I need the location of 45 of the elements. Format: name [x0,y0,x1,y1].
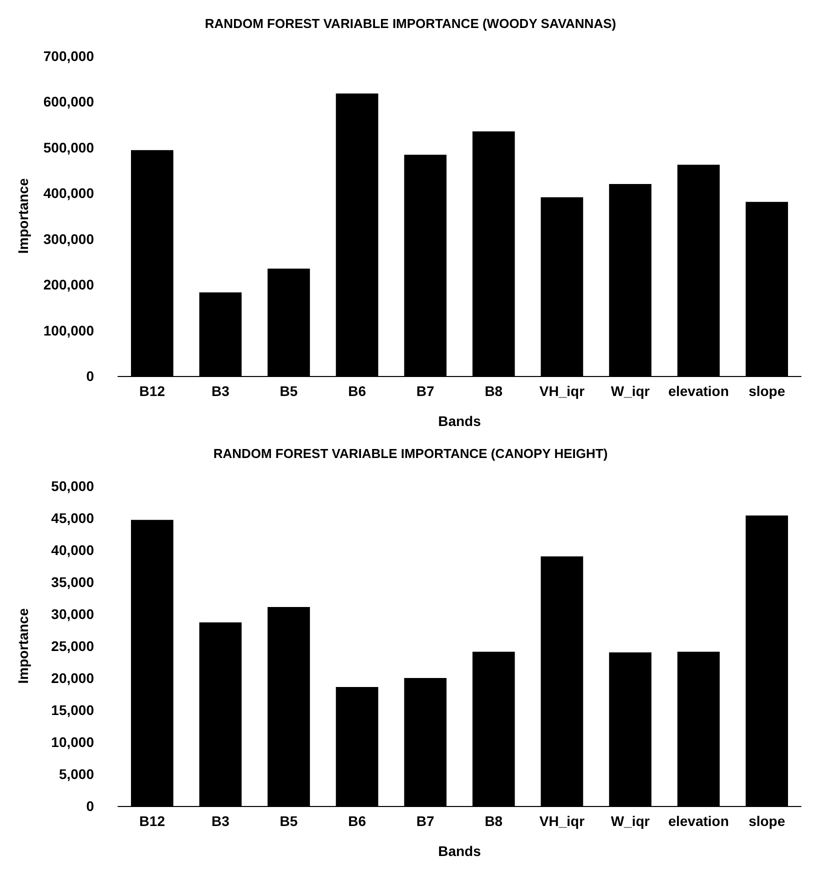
y-tick-label: 300,000 [43,230,94,247]
y-tick-label: 30,000 [51,606,94,622]
x-tick-label: B3 [211,383,230,399]
x-tick-label: B12 [139,383,166,399]
y-tick-label: 500,000 [43,139,94,156]
x-tick-label: slope [748,383,786,399]
x-tick-label: W_iqr [610,383,650,399]
x-tick-label: B12 [139,813,166,829]
y-tick-label: 50,000 [51,478,94,494]
y-tick-label: 5,000 [58,766,94,782]
y-tick-label: 10,000 [51,734,94,750]
x-tick-label: B7 [416,383,435,399]
x-tick-label: B7 [416,813,435,829]
chart-title: RANDOM FOREST VARIABLE IMPORTANCE (WOODY SAVANNAS) [204,16,616,31]
y-axis-title: Importance [15,178,31,254]
y-tick-label: 25,000 [51,638,94,654]
y-axis-title: Importance [15,608,31,684]
y-tick-label: 600,000 [43,94,94,110]
x-tick-label: B8 [484,383,503,399]
y-tick-label: 15,000 [51,702,94,718]
x-axis-title: Bands [438,413,482,429]
y-tick-label: 100,000 [43,322,94,338]
y-tick-label: 200,000 [43,276,94,293]
x-tick-label: B8 [484,813,503,829]
x-tick-label: W_iqr [610,813,650,829]
y-tick-label: 40,000 [51,542,94,558]
y-tick-label: 0 [86,368,94,384]
x-tick-label: elevation [668,383,729,399]
x-tick-label: VH_iqr [539,813,586,829]
y-tick-label: 0 [86,798,94,814]
x-tick-label: B3 [211,813,230,829]
x-tick-label: B5 [280,383,298,399]
x-tick-label: VH_iqr [539,383,586,399]
x-tick-label: B6 [348,383,366,399]
y-tick-label: 400,000 [43,185,94,202]
chart-title: RANDOM FOREST VARIABLE IMPORTANCE (CANOPY HEIGHT) [213,446,608,461]
y-tick-label: 45,000 [51,510,94,526]
y-tick-label: 20,000 [51,670,94,686]
x-tick-label: B6 [348,813,366,829]
x-axis-title: Bands [438,843,482,859]
x-tick-label: slope [748,813,786,829]
x-tick-label: B5 [280,813,298,829]
y-tick-label: 700,000 [43,48,94,64]
y-tick-label: 35,000 [51,574,94,590]
x-tick-label: elevation [668,813,729,829]
